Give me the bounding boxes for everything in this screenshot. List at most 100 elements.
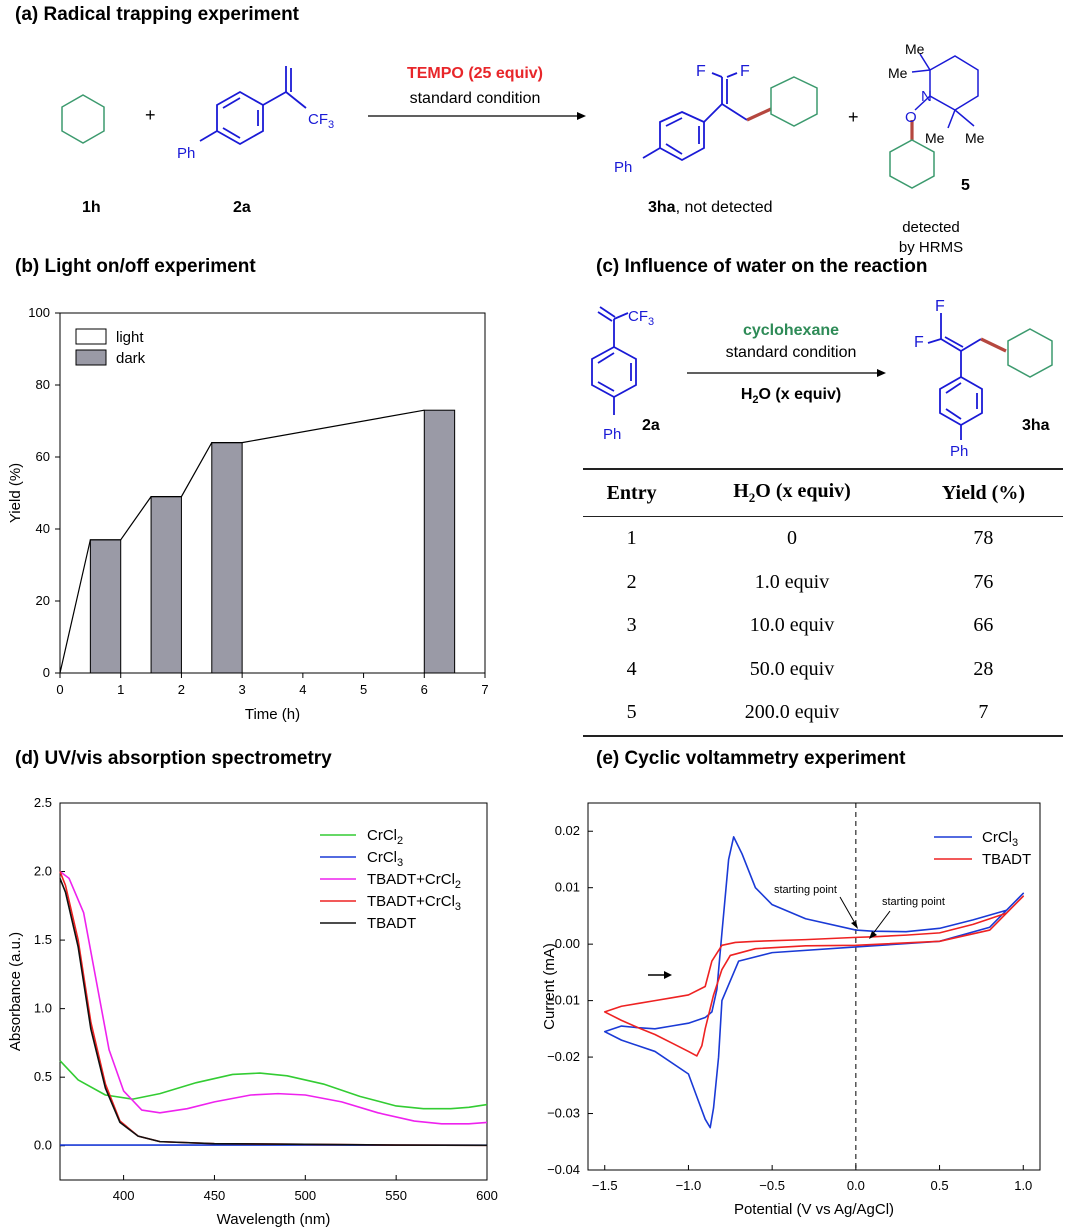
dark-bar: [423, 409, 456, 674]
me-label-4: Me: [965, 130, 985, 146]
cell-water: 10.0 equiv: [749, 614, 835, 637]
plot-frame: [59, 802, 488, 1181]
cell-entry: 5: [583, 691, 681, 737]
x-tick-label: −1.5: [592, 1178, 618, 1193]
x-tick-label: 6: [421, 682, 428, 697]
tempo-label: TEMPO (25 equiv): [407, 65, 543, 82]
y-tick-label: −0.04: [547, 1162, 580, 1177]
water-yield-table: Entry H2O (x equiv) Yield (%) 1 0 78 2 1.0 …: [583, 468, 1063, 737]
x-tick-label: 500: [294, 1188, 316, 1203]
plot-frame: [587, 802, 1041, 1171]
series-line: [59, 1060, 488, 1110]
x-tick-label: 4: [299, 682, 306, 697]
detected-line1: detected: [902, 219, 960, 236]
panel-d-title: (d) UV/vis absorption spectrometry: [15, 748, 332, 769]
x-tick-label: 0.0: [847, 1178, 865, 1193]
plus-sign-2: +: [848, 107, 859, 127]
y-tick-label: 40: [36, 521, 50, 536]
table-row: 2 1.0 equiv 76: [583, 561, 1063, 605]
legend-swatch-light: [75, 328, 107, 345]
legend-label: TBADT: [982, 851, 1031, 868]
cf3-label: CF3: [308, 111, 334, 131]
y-tick-label: 2.5: [34, 795, 52, 810]
arrow-head-c: [877, 369, 886, 377]
label-2a: 2a: [233, 199, 251, 216]
plus-sign: +: [145, 105, 156, 125]
y-tick-label: 0.00: [555, 936, 580, 951]
cyclohexane-1h: [61, 94, 105, 144]
light-line: [59, 409, 425, 674]
y-axis-label: Yield (%): [7, 463, 24, 523]
table-row: 4 50.0 equiv 28: [583, 648, 1063, 692]
f-label-2: F: [740, 63, 750, 80]
series-line: [603, 895, 1025, 1057]
ph-label-3ha: Ph: [614, 159, 632, 176]
direction-arrowhead: [664, 971, 672, 979]
ph-label-c: Ph: [603, 426, 621, 443]
y-tick-label: 0.5: [34, 1069, 52, 1084]
x-tick-label: 3: [239, 682, 246, 697]
annotation-arrowhead-1: [851, 921, 858, 929]
y-tick-label: −0.01: [547, 993, 580, 1008]
x-axis-label: Time (h): [245, 706, 300, 723]
cell-yield: 28: [973, 657, 994, 680]
x-tick-label: 2: [178, 682, 185, 697]
product-3ha-caption: 3ha, not detected: [648, 199, 773, 216]
x-axis-label: Potential (V vs Ag/AgCl): [734, 1201, 894, 1218]
light-onoff-chart: 0 1 2 3 4 5 6 7 0 20 40 60 80 100 Time (h) Yield (%) lig…: [7, 305, 489, 723]
legend-label-dark: dark: [116, 350, 146, 367]
compound-3ha-c: [927, 313, 1053, 440]
legend-label: CrCl3: [367, 849, 403, 869]
y-tick-label: 60: [36, 449, 50, 464]
label-1h: 1h: [82, 199, 101, 216]
y-tick-label: 100: [28, 305, 50, 320]
table-row: 1 0 78: [583, 517, 1063, 561]
cell-water: 0: [787, 527, 798, 550]
y-axis-label: Absorbance (a.u.): [7, 932, 24, 1051]
y-tick-label: 1.5: [34, 932, 52, 947]
table-row: 3 10.0 equiv 66: [583, 604, 1063, 648]
y-tick-label: −0.02: [547, 1049, 580, 1064]
cell-entry: 4: [626, 657, 637, 680]
me-label-3: Me: [925, 130, 945, 146]
series-line: [59, 878, 488, 1147]
legend-label-light: light: [116, 329, 144, 346]
dark-bar: [89, 539, 122, 674]
cv-chart: −1.5 −1.0 −0.5 0.0 0.5 1.0 0.02 0.01 0.00 −0.01 −0…: [541, 802, 1041, 1218]
x-tick-label: −1.0: [676, 1178, 702, 1193]
cell-entry: 3: [626, 614, 637, 637]
arrow-head: [577, 112, 586, 120]
header-yield: Yield (%): [903, 468, 1063, 517]
label-3ha-c: 3ha: [1022, 417, 1050, 434]
cell-yield: 66: [973, 614, 994, 637]
panel-c-title: (c) Influence of water on the reaction: [596, 256, 928, 277]
legend-swatch-dark: [75, 349, 107, 366]
cf3-label-c: CF3: [628, 308, 654, 328]
series-line: [59, 871, 488, 1147]
header-entry: Entry: [583, 468, 681, 517]
f-label-c1: F: [935, 298, 945, 315]
x-axis-label: Wavelength (nm): [217, 1211, 331, 1228]
x-tick-label: 1.0: [1014, 1178, 1032, 1193]
panel-a-title: (a) Radical trapping experiment: [15, 4, 300, 25]
table-header-row: Entry H2O (x equiv) Yield (%): [583, 468, 1063, 517]
f-label-c2: F: [914, 334, 924, 351]
y-tick-label: 0.02: [555, 823, 580, 838]
ph-label-3ha-c: Ph: [950, 443, 968, 460]
ph-label: Ph: [177, 145, 195, 162]
x-tick-label: 5: [360, 682, 367, 697]
header-water: H2O (x equiv): [680, 468, 904, 517]
legend-label: TBADT+CrCl2: [367, 871, 461, 891]
label-2a-c: 2a: [642, 417, 660, 434]
legend-label: CrCl3: [982, 829, 1018, 849]
x-tick-label: 0.5: [931, 1178, 949, 1193]
water-influence-scheme: CF3 Ph 2a cyclohexane standard condition…: [591, 298, 1053, 460]
table-row: 5 200.0 equiv 7: [583, 691, 1063, 737]
series-line: [603, 836, 1025, 1129]
condition-label-c: standard condition: [726, 344, 857, 361]
cell-yield: 78: [973, 527, 994, 550]
cyclohexane-reagent: cyclohexane: [743, 322, 839, 339]
y-tick-label: 0.0: [34, 1138, 52, 1153]
dark-bar: [211, 442, 243, 674]
y-tick-label: 80: [36, 377, 50, 392]
